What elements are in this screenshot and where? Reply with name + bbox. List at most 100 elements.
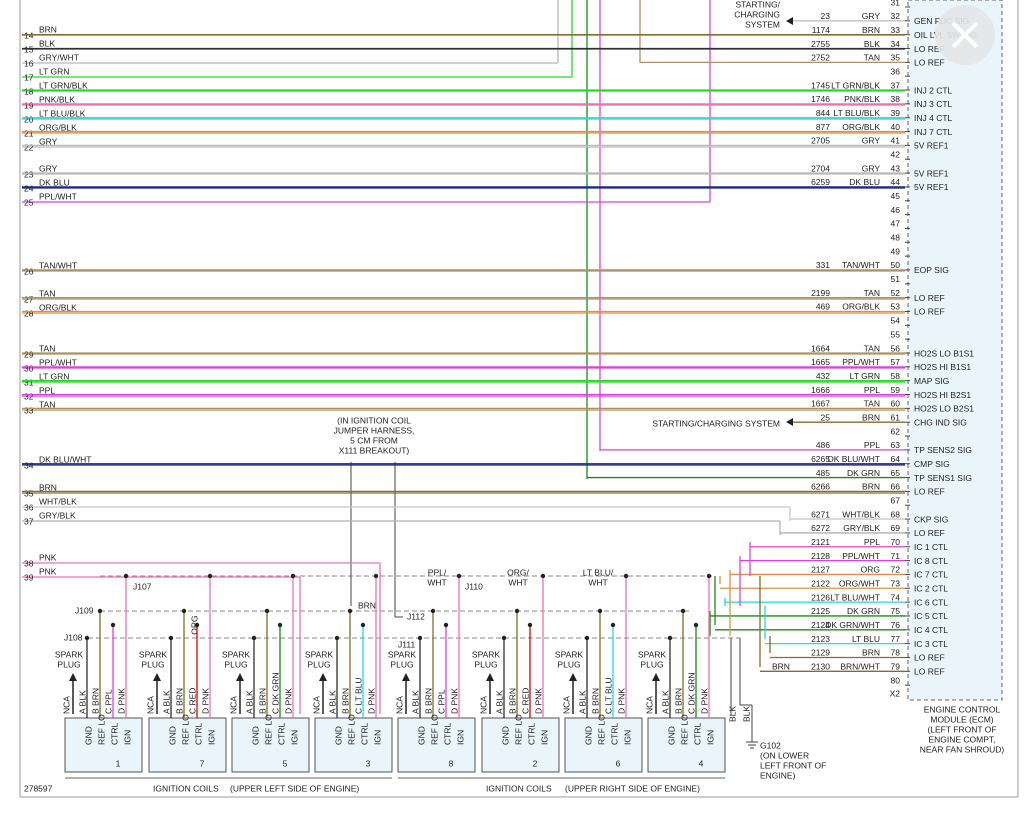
wire-note: LT BLU/ <box>583 567 614 577</box>
wire-color: BRN <box>862 25 880 35</box>
ecm-label: (LEFT FRONT OF <box>927 724 996 734</box>
system-note: STARTING/ <box>735 0 780 9</box>
footer-title: IGNITION COILS <box>486 783 552 793</box>
splice <box>110 622 116 628</box>
splice <box>347 608 353 614</box>
pin-number: 61 <box>891 412 901 422</box>
splice <box>360 622 366 628</box>
coil-function: IGN <box>289 730 299 745</box>
pin-number: 44 <box>891 177 901 187</box>
harness-note: JUMPER HARNESS, <box>334 425 415 435</box>
wire-color: GRY/BLK <box>39 510 76 520</box>
close-button[interactable] <box>935 5 995 65</box>
splice <box>194 622 200 628</box>
circuit-number: 6272 <box>811 523 830 533</box>
coil-function: CTRL <box>109 723 119 745</box>
coil-pin-label: A BLK <box>577 690 587 714</box>
arrow <box>786 418 793 426</box>
coil-number: 2 <box>533 758 538 768</box>
circuit-number: 1664 <box>811 343 830 353</box>
splice <box>334 635 340 641</box>
ecm-label: NEAR FAN SHROUD) <box>920 744 1005 754</box>
pin-number: 55 <box>891 329 901 339</box>
splice <box>667 635 673 641</box>
arrow <box>486 673 494 681</box>
pin-number: 47 <box>891 219 901 229</box>
splice <box>417 635 423 641</box>
pin-function: IC 6 CTL <box>914 597 948 607</box>
nca-label: NCA <box>394 696 404 714</box>
coil-pin-label: D PNK <box>699 688 709 714</box>
pin-function: IC 4 CTL <box>914 625 948 635</box>
coil-pin-label: A BLK <box>327 690 337 714</box>
wire-number: 36 <box>24 502 34 512</box>
ecm-label: MODULE (ECM) <box>930 714 993 724</box>
splice <box>181 608 187 614</box>
pin-number: 31 <box>891 0 901 7</box>
ecm-label: ENGINE CONTROL <box>924 704 1001 714</box>
wire-color: WHT/BLK <box>842 509 880 519</box>
wire-note: WHT <box>588 577 607 587</box>
pin-number: 49 <box>891 246 901 256</box>
coil-box <box>314 717 393 773</box>
splice <box>693 622 699 628</box>
wire-color: ORG/BLK <box>39 122 77 132</box>
arrow <box>652 673 660 681</box>
arrow <box>236 673 244 681</box>
pin-number: 76 <box>891 620 901 630</box>
spark-plug-label: PLUG <box>307 659 330 669</box>
pin-number: 48 <box>891 233 901 243</box>
wire-color: DK GRN <box>847 468 880 478</box>
wire-number: 22 <box>24 142 34 152</box>
arrow <box>786 17 793 25</box>
coil-function: GND <box>666 726 676 745</box>
spark-plug-label: SPARK <box>55 649 84 659</box>
splice <box>290 573 296 579</box>
wire-color: LT GRN/BLK <box>831 80 880 90</box>
coil-pin-label: C DK GRN <box>686 672 696 714</box>
wire-color: LT BLU/WHT <box>830 592 880 602</box>
circuit-number: 1745 <box>811 80 830 90</box>
close-icon[interactable] <box>951 21 979 49</box>
wire-color: BLK <box>39 38 55 48</box>
wire-color: PPL/WHT <box>842 551 880 561</box>
coil-box <box>564 717 643 773</box>
spark-plug-label: PLUG <box>390 659 413 669</box>
pin-function: INJ 2 CTL <box>914 85 953 95</box>
ground-label: LEFT FRONT OF <box>760 760 826 770</box>
wire-color: DK BLU <box>849 177 880 187</box>
coil-function: REF LO <box>679 714 689 745</box>
wire-note: BRN <box>358 600 376 610</box>
pin-number: 35 <box>891 53 901 63</box>
coil-function: REF LO <box>513 714 523 745</box>
coil-function: REF LO <box>180 714 190 745</box>
wire-color: DK BLU <box>39 177 70 187</box>
wire-note: BLK <box>727 706 737 722</box>
wire-number: 29 <box>24 349 34 359</box>
pin-number: 46 <box>891 205 901 215</box>
wire-color: LT GRN <box>39 66 69 76</box>
coil-pin-label: B BRN <box>507 688 517 714</box>
circuit-number: 331 <box>816 260 830 270</box>
pin-function: IC 2 CTL <box>914 584 948 594</box>
spark-plug-label: PLUG <box>57 659 80 669</box>
wire-color: TAN <box>864 53 880 63</box>
nca-label: NCA <box>61 696 71 714</box>
coil-pin-label: D PNK <box>616 688 626 714</box>
splice <box>264 608 270 614</box>
arrow <box>69 673 77 681</box>
coil-function: REF LO <box>429 714 439 745</box>
wire-color: TAN <box>864 288 880 298</box>
coil-pin-label: B BRN <box>257 688 267 714</box>
pin-function: 5V REF1 <box>914 141 949 151</box>
wire-note: WHT <box>508 577 527 587</box>
pin-function: IC 3 CTL <box>914 639 948 649</box>
wire-color: TAN <box>864 399 880 409</box>
pin-function: INJ 4 CTL <box>914 113 953 123</box>
footer-title: IGNITION COILS <box>153 783 219 793</box>
splice <box>251 635 257 641</box>
coil-pin-label: D PNK <box>116 688 126 714</box>
wire-note: BRN <box>772 661 790 671</box>
coil-pin-label: B BRN <box>590 688 600 714</box>
coil-pin-label: D PNK <box>200 688 210 714</box>
